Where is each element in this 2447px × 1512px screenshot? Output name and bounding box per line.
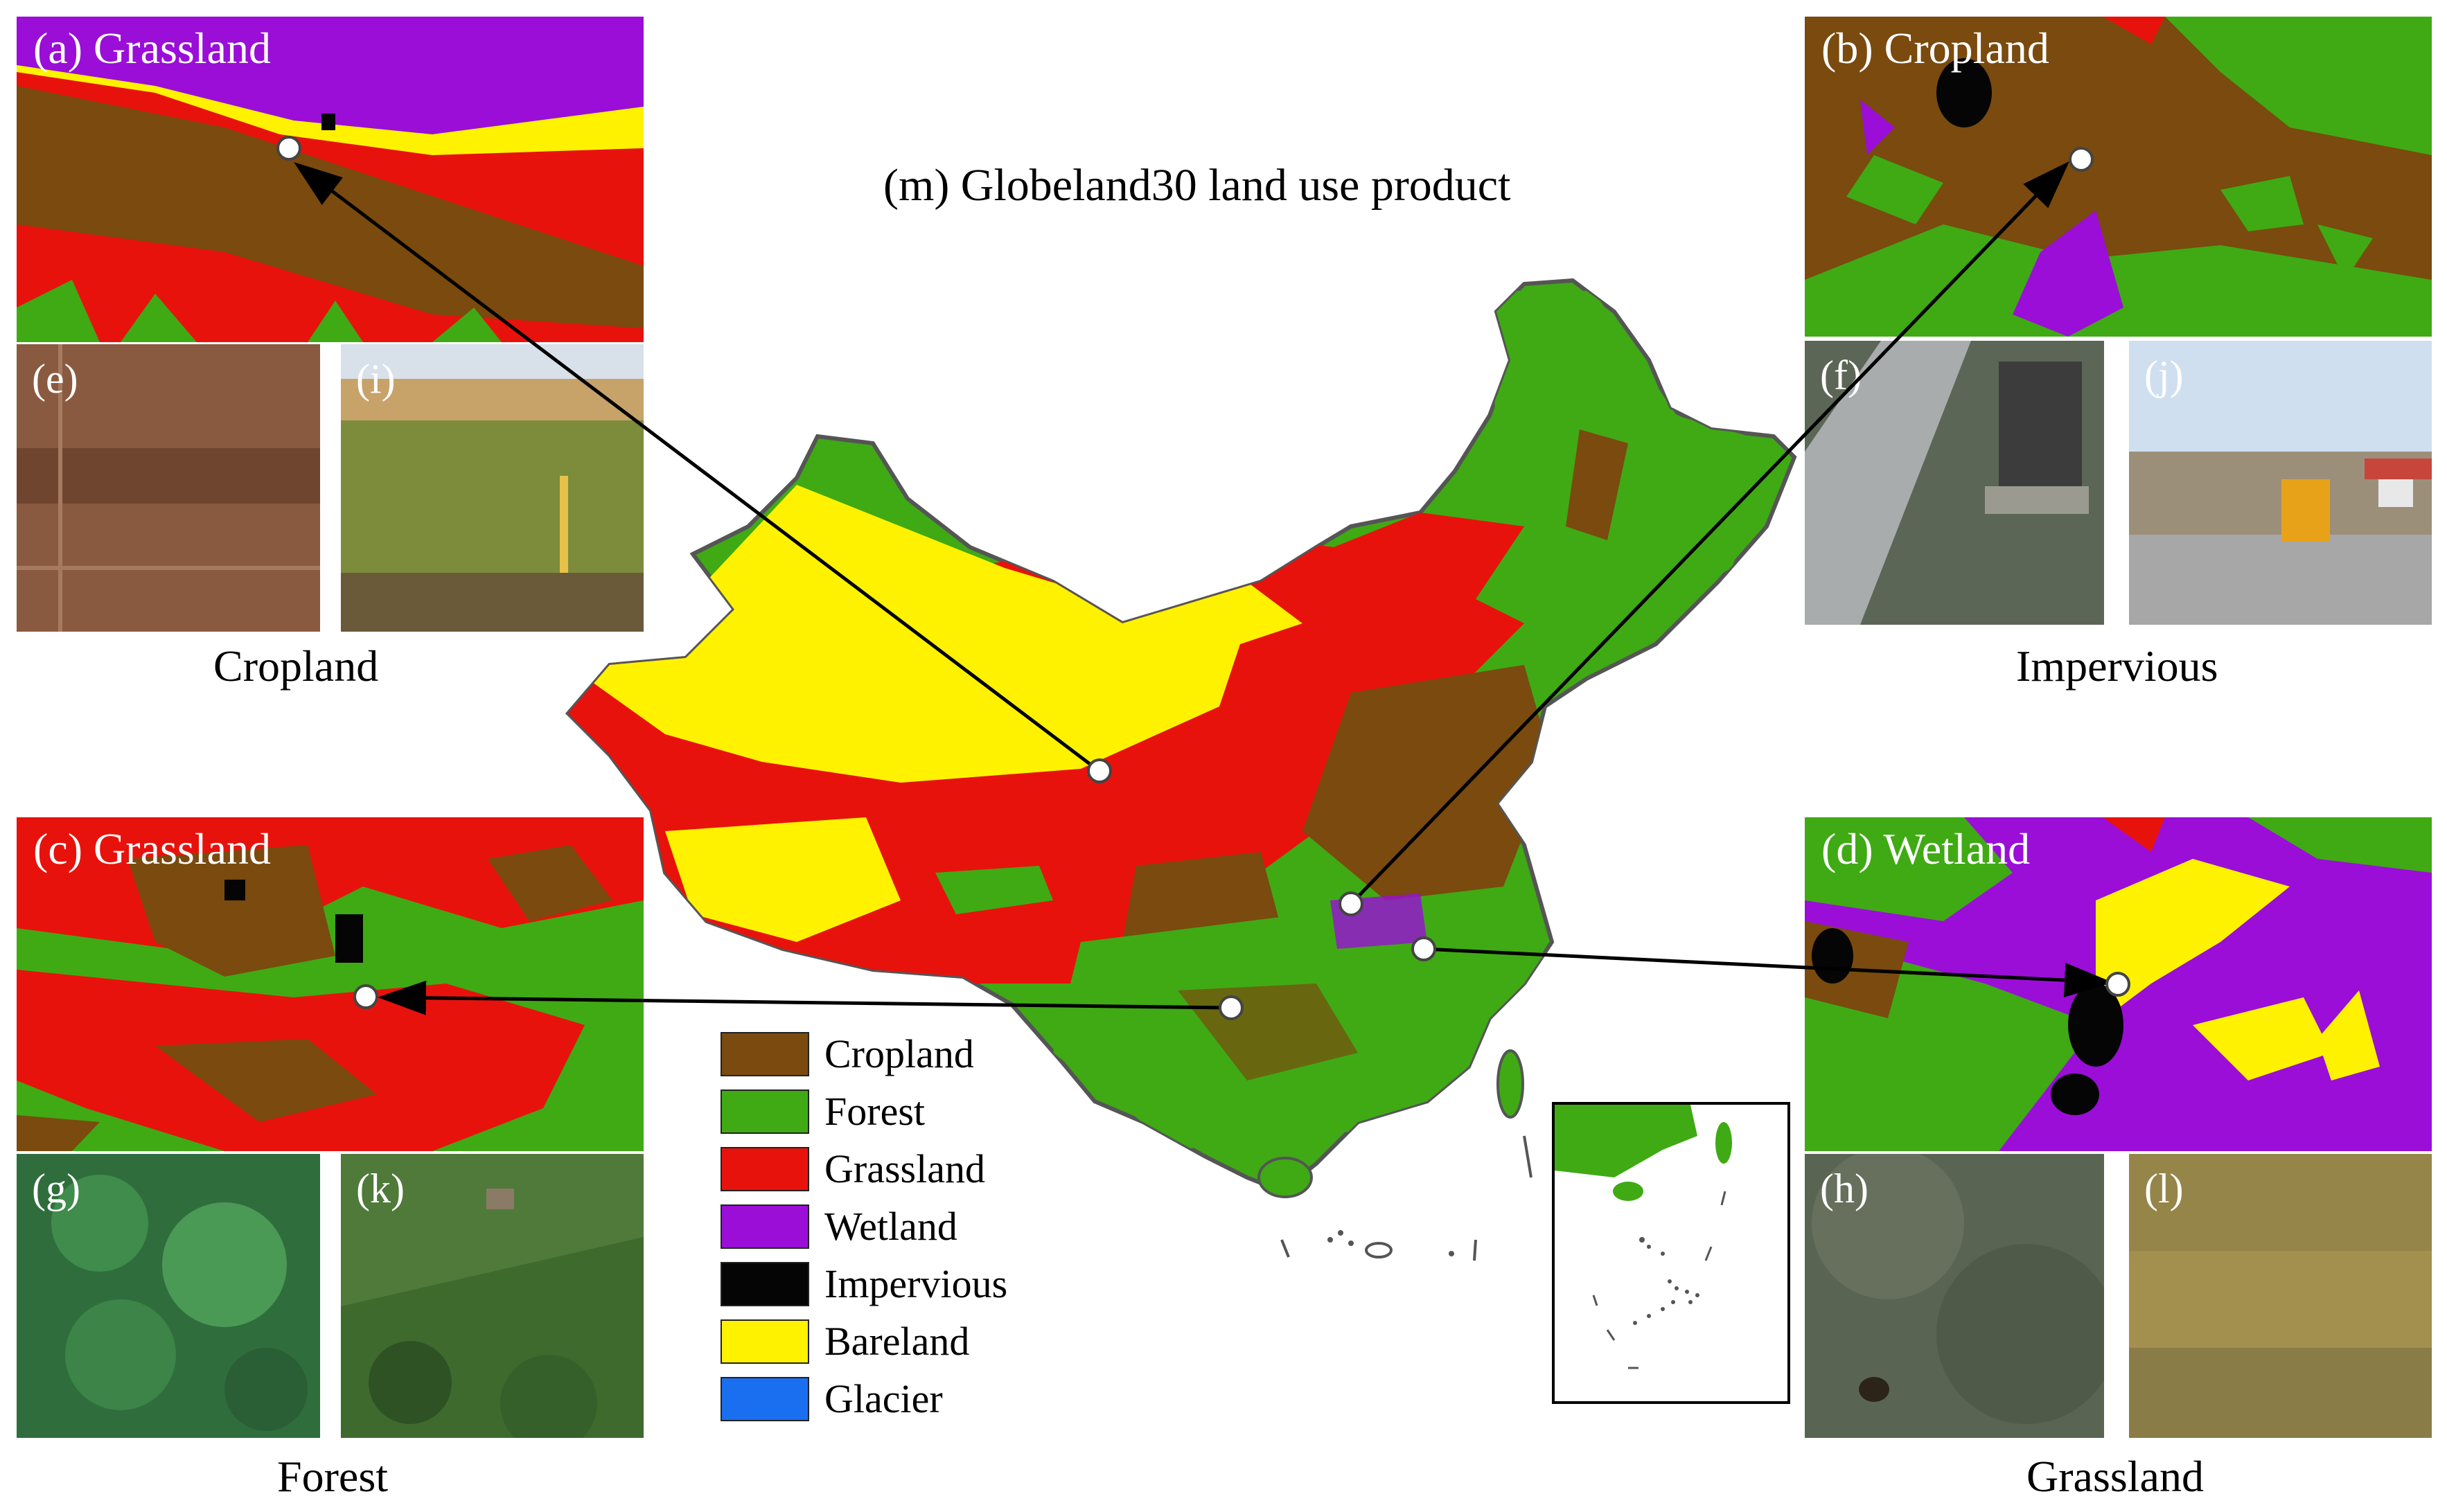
legend-item-wetland: Wetland [721, 1198, 1007, 1255]
site-marker-d-map [1411, 936, 1436, 961]
photo-k-image [341, 1154, 644, 1438]
arrow-to-panel-b [1350, 161, 2069, 905]
hainan-island [1257, 1157, 1313, 1198]
site-marker-b-map [1339, 891, 1363, 916]
photo-e-satellite-cropland: (e) [17, 344, 320, 632]
site-marker-c-panel [353, 984, 378, 1009]
photo-k-field-forest: (k) [341, 1154, 644, 1438]
arrow-to-panel-a [294, 161, 1099, 772]
caption-top-left: Cropland [213, 641, 379, 691]
photo-h-satellite-grassland: (h) [1805, 1154, 2104, 1438]
legend-item-cropland: Cropland [721, 1025, 1007, 1083]
panel-a-label: (a) Grassland [33, 24, 271, 73]
panel-d-wetland: (d) Wetland [1805, 817, 2432, 1151]
arrow-to-panel-d [1423, 947, 2113, 998]
site-markers [276, 136, 2130, 1020]
legend-item-bareland: Bareland [721, 1313, 1007, 1370]
photo-i-field-cropland: (i) [341, 344, 644, 632]
panel-d-label: (d) Wetland [1821, 824, 2031, 873]
legend-swatch [721, 1089, 809, 1134]
legend-label: Glacier [824, 1376, 943, 1421]
photo-l-label: (l) [2144, 1166, 2184, 1211]
taiwan-island [1496, 1049, 1524, 1119]
photo-f-label: (f) [1820, 353, 1862, 398]
legend-label: Cropland [824, 1031, 974, 1076]
panel-b-cropland: (b) Cropland [1805, 17, 2432, 337]
south-sea-islands [1280, 1135, 1532, 1261]
legend-label: Wetland [824, 1204, 957, 1249]
legend-swatch [721, 1031, 809, 1076]
photo-k-label: (k) [356, 1166, 405, 1211]
legend-swatch [721, 1319, 809, 1364]
arrows [294, 161, 2113, 1015]
photo-e-label: (e) [32, 356, 78, 402]
caption-bottom-right: Grassland [2026, 1452, 2204, 1501]
legend-swatch [721, 1204, 809, 1249]
legend-item-impervious: Impervious [721, 1255, 1007, 1313]
legend-label: Forest [824, 1089, 925, 1134]
photo-e-image [17, 344, 320, 632]
photo-i-image [341, 344, 644, 632]
site-marker-b-panel [2069, 147, 2094, 172]
photo-j-image [2129, 341, 2432, 625]
site-marker-a-map [1087, 758, 1112, 783]
photo-g-label: (g) [32, 1166, 80, 1211]
photo-j-label: (j) [2144, 353, 2184, 398]
legend-swatch [721, 1146, 809, 1191]
inset-content [1555, 1105, 1732, 1369]
photo-f-image [1805, 341, 2104, 625]
legend-label: Grassland [824, 1146, 985, 1191]
legend-item-forest: Forest [721, 1083, 1007, 1140]
legend-item-glacier: Glacier [721, 1370, 1007, 1427]
panel-d-map [1805, 817, 2432, 1151]
photo-l-field-grassland: (l) [2129, 1154, 2432, 1438]
panel-c-grassland: (c) Grassland [17, 817, 644, 1151]
legend-label: Bareland [824, 1319, 970, 1364]
china-land-cover [568, 291, 1774, 1150]
legend-item-grassland: Grassland [721, 1140, 1007, 1198]
panel-c-label: (c) Grassland [33, 824, 271, 873]
photo-g-satellite-forest: (g) [17, 1154, 320, 1438]
photo-g-image [17, 1154, 320, 1438]
photo-l-image [2129, 1154, 2432, 1438]
arrow-to-panel-c [378, 980, 1230, 1015]
legend-swatch [721, 1376, 809, 1421]
legend: Cropland Forest Grassland Wetland Impervious… [721, 1025, 1007, 1427]
site-marker-c-map [1219, 995, 1244, 1020]
panel-b-map [1805, 17, 2432, 337]
photo-i-label: (i) [356, 356, 396, 402]
legend-label: Impervious [824, 1261, 1008, 1306]
caption-bottom-left: Forest [277, 1452, 388, 1501]
panel-b-label: (b) Cropland [1821, 24, 2049, 73]
site-marker-a-panel [276, 136, 301, 161]
panel-c-map [17, 817, 644, 1151]
legend-swatch [721, 1261, 809, 1306]
photo-h-label: (h) [1820, 1166, 1869, 1211]
photo-h-image [1805, 1154, 2104, 1438]
photo-f-satellite-impervious: (f) [1805, 341, 2104, 625]
photo-j-field-impervious: (j) [2129, 341, 2432, 625]
caption-top-right: Impervious [2016, 641, 2218, 691]
site-marker-d-panel [2105, 972, 2130, 997]
map-title: (m) Globeland30 land use product [883, 160, 1511, 211]
